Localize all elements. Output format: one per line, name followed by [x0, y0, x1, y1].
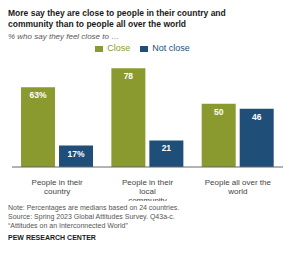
html-text:Note: Percentages are medians: Note: Percentages are medians based on 2… [8, 204, 180, 230]
svg-text:People all over theworld: People all over theworld [205, 178, 272, 196]
svg-text:78: 78 [124, 71, 134, 81]
html-text:Not close: Not close [152, 43, 190, 54]
svg-text:People in theircountry: People in theircountry [32, 178, 83, 196]
html-text:% who say they feel close to …: % who say they feel close to … [8, 32, 120, 42]
svg-text:21: 21 [162, 144, 172, 154]
html-text:Close: Close [107, 43, 131, 54]
svg-text:17%: 17% [68, 149, 85, 159]
html-text:PEW RESEARCH CENTER: PEW RESEARCH CENTER [8, 233, 96, 241]
svg-text:63%: 63% [30, 90, 47, 100]
svg-text:46: 46 [252, 112, 262, 122]
html-text:More say they are close to peo: More say they are close to people in the… [8, 8, 226, 29]
svg-text:50: 50 [214, 107, 224, 117]
svg-text:People in theirlocalcommunity: People in theirlocalcommunity [122, 178, 173, 201]
